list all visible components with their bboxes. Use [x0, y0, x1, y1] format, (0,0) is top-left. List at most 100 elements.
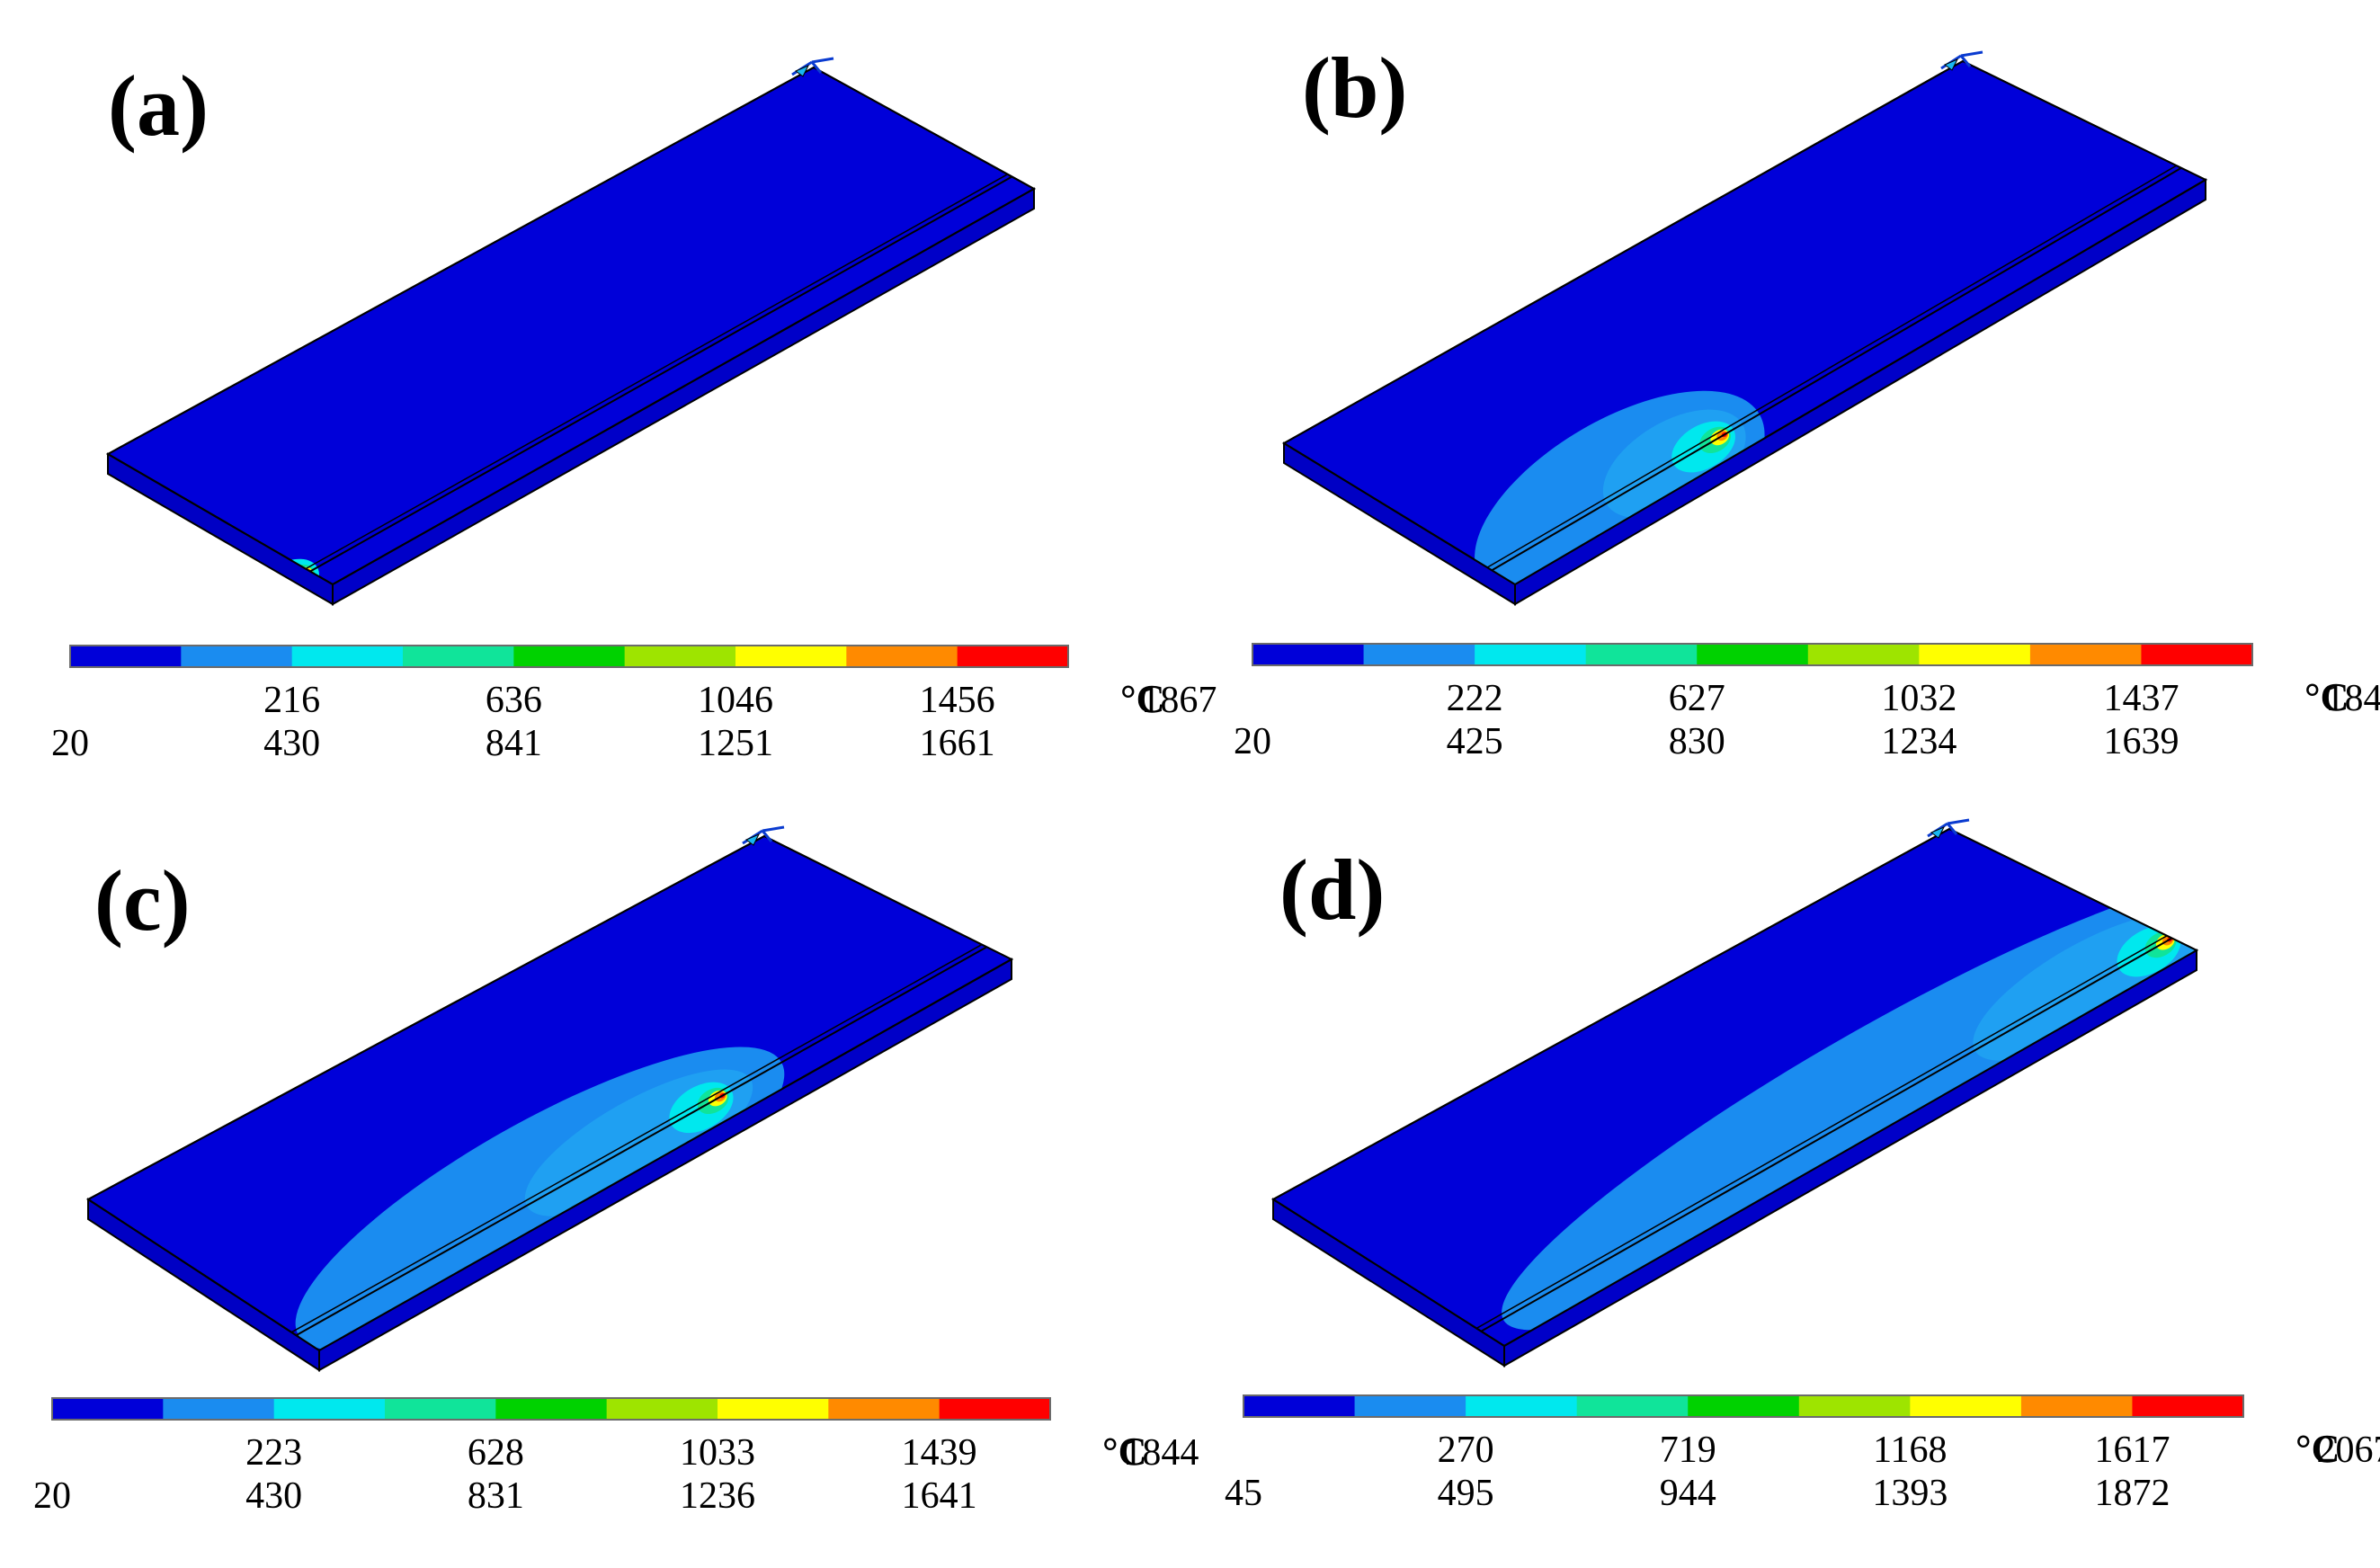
panel-label: (b)	[1302, 40, 1408, 136]
weld-seam-line	[309, 175, 1012, 573]
colorbar-tick-label: 627	[1668, 678, 1725, 719]
colorbar-segment	[52, 1398, 164, 1420]
axis-triad-icon	[742, 825, 785, 846]
colorbar-frame	[51, 1397, 1051, 1421]
colorbar-unit: °C	[2295, 1427, 2340, 1471]
weld-seam-line	[290, 943, 983, 1333]
colorbar-tick-label: 1236	[680, 1475, 755, 1517]
colorbar-tick-label: 1872	[2094, 1473, 2171, 1514]
colorbar-tick-label: 636	[485, 680, 542, 721]
colorbar-tick-label: 45	[1225, 1473, 1262, 1514]
temperature-colorbar	[1243, 1394, 2244, 1418]
panel-label: (c)	[94, 852, 191, 949]
weld-seam-line	[1486, 165, 2177, 568]
colorbar-segment	[1466, 1395, 1578, 1417]
colorbar-tick-label: 430	[263, 723, 321, 764]
colorbar-segment	[1919, 644, 2031, 665]
colorbar-segment	[1576, 1395, 1689, 1417]
panel-d: (d) 270 719 1168 1617 2067 45 495 944 13…	[1190, 784, 2380, 1568]
colorbar-tick-label: 1641	[901, 1475, 977, 1517]
colorbar-segment	[1354, 1395, 1466, 1417]
colorbar-tick-label: 495	[1437, 1473, 1494, 1514]
colorbar-unit: °C	[1120, 677, 1165, 721]
colorbar-segment	[385, 1398, 496, 1420]
temperature-field-plate	[105, 57, 1037, 606]
colorbar-unit: °C	[2304, 675, 2349, 719]
colorbar-tick-label: 1439	[901, 1432, 977, 1474]
colorbar-frame	[69, 645, 1069, 668]
colorbar-segment	[495, 1398, 608, 1420]
colorbar-segment	[1697, 644, 1809, 665]
colorbar-tick-label: 1033	[680, 1432, 755, 1474]
colorbar-tick-label: 841	[485, 723, 542, 764]
colorbar-segment	[846, 646, 958, 667]
colorbar-tick-label: 216	[263, 680, 321, 721]
panel-label: (d)	[1279, 842, 1386, 938]
panel-label: (a)	[108, 58, 209, 154]
weld-seam-line	[1475, 935, 2168, 1330]
axis-triad-icon	[1940, 50, 1983, 71]
colorbar-segment	[2141, 644, 2253, 665]
panel-a: (a) 216 636 1046 1456 1867 20 430 841 12…	[0, 0, 1217, 784]
colorbar-tick-label: 222	[1446, 678, 1503, 719]
colorbar-segment	[1243, 1395, 1356, 1417]
colorbar-frame	[1243, 1394, 2244, 1418]
temperature-colorbar	[51, 1397, 1051, 1421]
colorbar-segment	[735, 646, 847, 667]
colorbar-tick-label: 425	[1446, 721, 1503, 762]
plate-outline	[1271, 827, 2199, 1348]
colorbar-tick-label: 223	[245, 1432, 303, 1474]
colorbar-segment	[1910, 1395, 2022, 1417]
colorbar-segment	[939, 1398, 1051, 1420]
colorbar-tick-label: 628	[467, 1432, 524, 1474]
colorbar-tick-label: 1456	[919, 680, 995, 721]
colorbar-frame	[1252, 643, 2253, 666]
colorbar-segment	[2132, 1395, 2244, 1417]
weld-seam-line	[1480, 937, 2172, 1332]
colorbar-tick-label: 1639	[2103, 721, 2179, 762]
colorbar-segment	[403, 646, 514, 667]
colorbar-tick-label: 1168	[1873, 1430, 1948, 1471]
weld-seam-line	[1491, 166, 2182, 572]
colorbar-tick-label: 1867	[1141, 680, 1217, 721]
colorbar-segment	[1807, 644, 1920, 665]
colorbar-tick-label: 1437	[2103, 678, 2179, 719]
colorbar-segment	[513, 646, 626, 667]
axis-triad-icon	[791, 57, 834, 77]
colorbar-segment	[1252, 644, 1365, 665]
colorbar-tick-label: 430	[245, 1475, 303, 1517]
panel-b: (b) 222 627 1032 1437 1841 20 425 830 12…	[1190, 0, 2380, 784]
temperature-colorbar	[69, 645, 1069, 668]
colorbar-segment	[1585, 644, 1698, 665]
colorbar-tick-label: 20	[51, 723, 89, 764]
colorbar-segment	[70, 646, 182, 667]
colorbar-tick-label: 1841	[2325, 678, 2380, 719]
colorbar-tick-label: 831	[467, 1475, 524, 1517]
colorbar-tick-label: 1661	[919, 723, 995, 764]
colorbar-tick-label: 1251	[698, 723, 773, 764]
colorbar-tick-label: 20	[33, 1475, 71, 1517]
plate-outline	[1282, 59, 2208, 586]
temperature-field-plate	[86, 825, 1014, 1372]
colorbar-tick-label: 2067	[2316, 1430, 2380, 1471]
colorbar-segment	[1475, 644, 1587, 665]
colorbar-segment	[624, 646, 736, 667]
colorbar-tick-label: 1234	[1881, 721, 1957, 762]
colorbar-tick-label: 1617	[2094, 1430, 2171, 1471]
temperature-field-plate	[1271, 818, 2199, 1368]
axis-triad-icon	[1927, 818, 1970, 839]
plate-outline	[105, 66, 1037, 586]
colorbar-segment	[1798, 1395, 1911, 1417]
colorbar-unit: °C	[1102, 1430, 1147, 1474]
colorbar-segment	[181, 646, 293, 667]
colorbar-segment	[291, 646, 404, 667]
colorbar-tick-label: 20	[1234, 721, 1271, 762]
colorbar-tick-label: 1844	[1123, 1432, 1199, 1474]
colorbar-tick-label: 719	[1659, 1430, 1716, 1471]
panel-c: (c) 223 628 1033 1439 1844 20 430 831 12…	[0, 784, 1199, 1568]
colorbar-segment	[828, 1398, 940, 1420]
colorbar-segment	[1688, 1395, 1800, 1417]
colorbar-tick-label: 944	[1659, 1473, 1716, 1514]
weld-seam-line	[305, 174, 1008, 570]
colorbar-tick-label: 270	[1437, 1430, 1494, 1471]
